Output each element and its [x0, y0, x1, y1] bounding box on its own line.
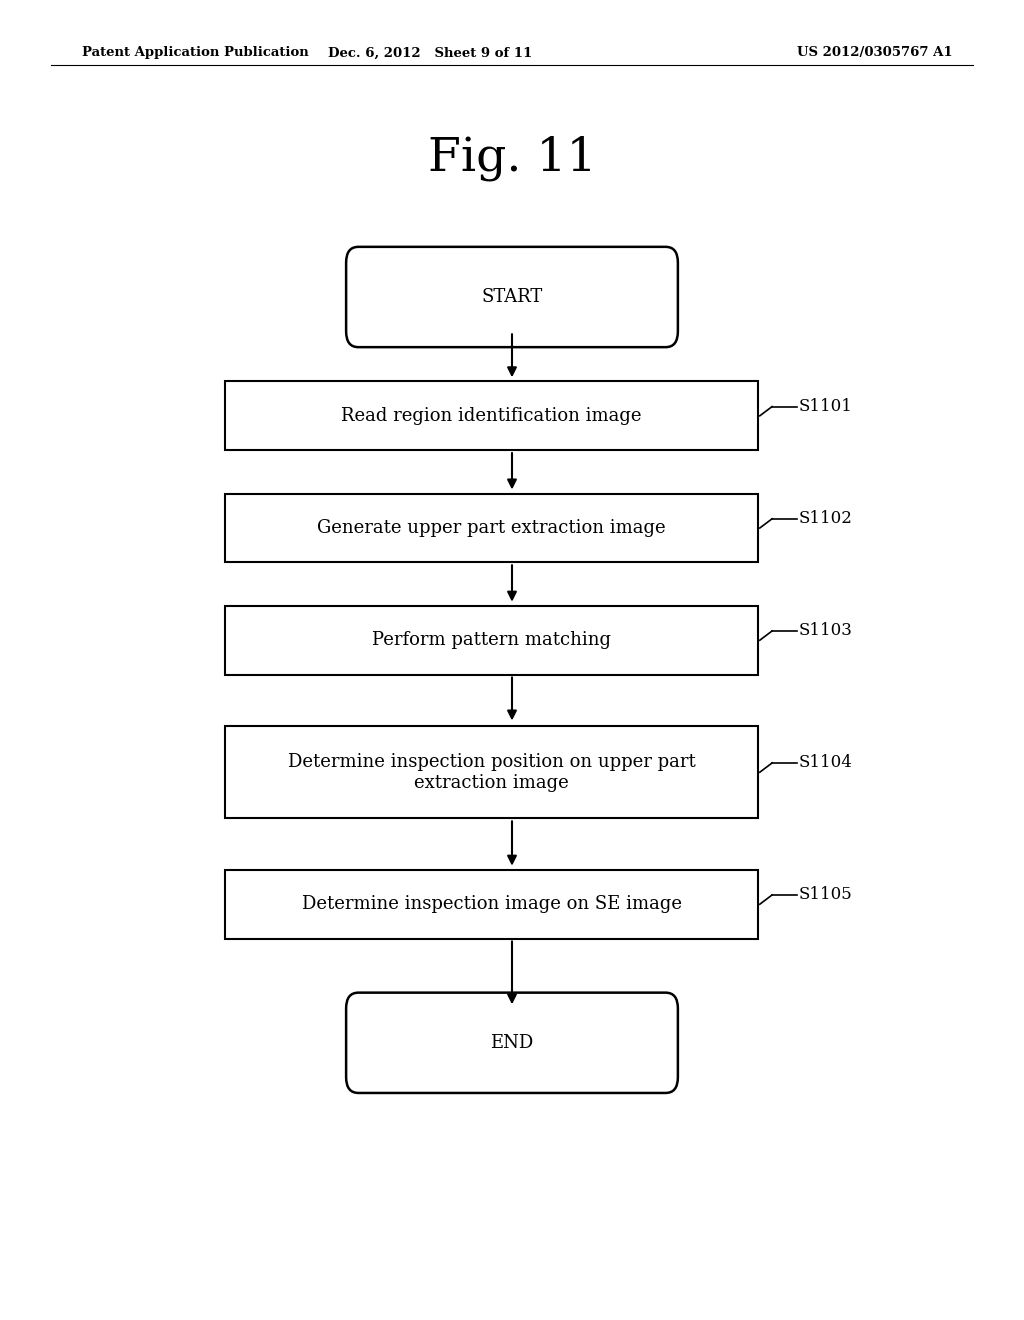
Text: Patent Application Publication: Patent Application Publication	[82, 46, 308, 59]
Text: S1104: S1104	[799, 755, 853, 771]
Text: S1103: S1103	[799, 623, 853, 639]
Text: S1101: S1101	[799, 399, 853, 414]
Text: END: END	[490, 1034, 534, 1052]
Text: Determine inspection position on upper part
extraction image: Determine inspection position on upper p…	[288, 752, 695, 792]
Text: US 2012/0305767 A1: US 2012/0305767 A1	[797, 46, 952, 59]
Text: S1102: S1102	[799, 511, 853, 527]
FancyBboxPatch shape	[346, 993, 678, 1093]
FancyBboxPatch shape	[346, 247, 678, 347]
Text: Read region identification image: Read region identification image	[341, 407, 642, 425]
Text: Fig. 11: Fig. 11	[428, 136, 596, 181]
Bar	[225, 381, 758, 450]
Bar	[225, 606, 758, 675]
Text: S1105: S1105	[799, 887, 852, 903]
Bar	[225, 870, 758, 939]
Bar	[225, 726, 758, 818]
Text: Dec. 6, 2012   Sheet 9 of 11: Dec. 6, 2012 Sheet 9 of 11	[328, 46, 532, 59]
Text: Generate upper part extraction image: Generate upper part extraction image	[317, 519, 666, 537]
Text: Determine inspection image on SE image: Determine inspection image on SE image	[301, 895, 682, 913]
Text: START: START	[481, 288, 543, 306]
Bar	[225, 494, 758, 562]
Text: Perform pattern matching: Perform pattern matching	[372, 631, 611, 649]
